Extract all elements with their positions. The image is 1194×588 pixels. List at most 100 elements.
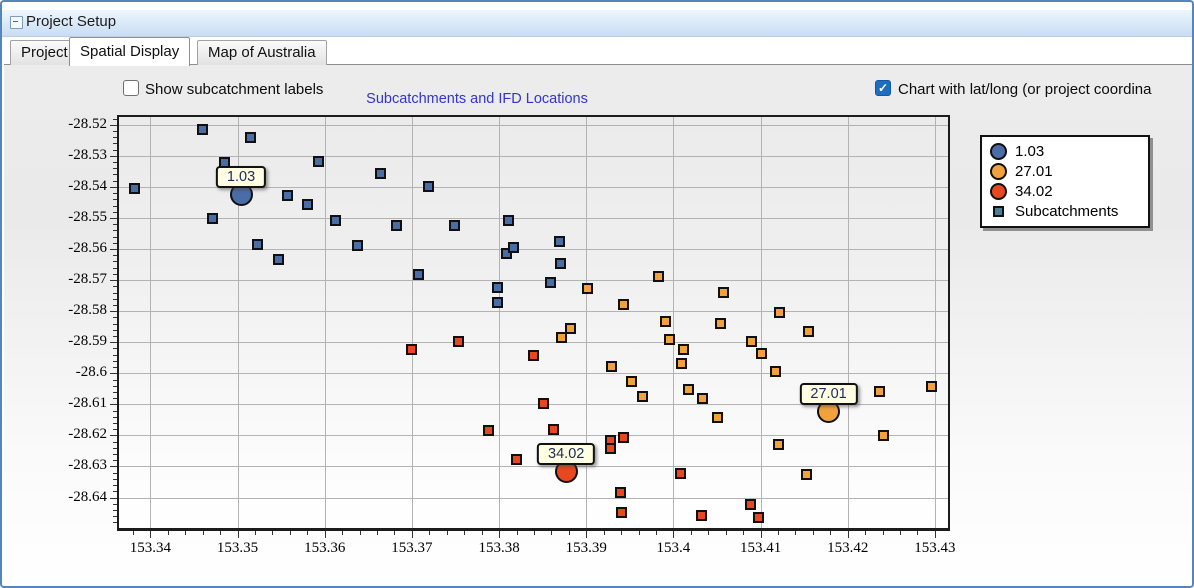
subcatchments-blue-marker[interactable] [129,182,141,194]
y-axis-tick [110,311,117,313]
subcatchments-orange-marker[interactable] [696,392,708,404]
subcatchments-blue-marker[interactable] [329,215,341,227]
subcatchments-orange-marker[interactable] [556,332,568,344]
subcatchments-orange-marker[interactable] [746,336,758,348]
subcatchments-blue-marker[interactable] [352,239,364,251]
subcatchments-orange-marker[interactable] [626,376,638,388]
subcatchments-blue-marker[interactable] [413,269,425,281]
subcatchments-blue-marker[interactable] [273,253,285,265]
grid-line-y [119,373,948,375]
legend-item-27.01[interactable]: 27.01 [990,161,1148,181]
subcatchments-red-marker[interactable] [538,397,550,409]
y-axis-tick [113,441,117,443]
y-axis-tick [113,149,117,151]
subcatchments-red-marker[interactable] [605,442,617,454]
grid-line-y [119,311,948,313]
x-axis-tick [812,531,814,535]
subcatchments-red-marker[interactable] [674,467,686,479]
subcatchments-orange-marker[interactable] [773,438,785,450]
legend-item-1.03[interactable]: 1.03 [990,141,1148,161]
subcatchments-orange-marker[interactable] [714,318,726,330]
subcatchments-orange-marker[interactable] [581,282,593,294]
subcatchments-orange-marker[interactable] [682,384,694,396]
subcatchments-blue-marker[interactable] [503,215,515,227]
subcatchments-orange-marker[interactable] [925,381,937,393]
subcatchments-blue-marker[interactable] [491,296,503,308]
tab-project[interactable]: Project [10,40,79,65]
legend-item-Subcatchments[interactable]: Subcatchments [990,201,1148,221]
subcatchments-orange-marker[interactable] [774,306,786,318]
subcatchments-orange-marker[interactable] [717,287,729,299]
subcatchments-orange-marker[interactable] [755,347,767,359]
subcatchments-blue-marker[interactable] [507,241,519,253]
subcatchments-blue-marker[interactable] [197,124,209,136]
subcatchments-red-marker[interactable] [745,498,757,510]
subcatchments-blue-marker[interactable] [313,155,325,167]
subcatchments-red-marker[interactable] [547,424,559,436]
subcatchments-red-marker[interactable] [483,425,495,437]
subcatchments-red-marker[interactable] [753,511,765,523]
subcatchments-orange-marker[interactable] [653,271,665,283]
subcatchments-orange-marker[interactable] [565,323,577,335]
y-axis-tick [113,410,117,412]
subcatchments-blue-marker[interactable] [206,213,218,225]
subcatchments-red-marker[interactable] [452,336,464,348]
chart-title: Subcatchments and IFD Locations [366,91,588,107]
y-tick-label: -28.59 [68,333,107,350]
subcatchments-red-marker[interactable] [511,453,522,465]
subcatchments-orange-marker[interactable] [606,360,618,372]
x-axis-tick [847,531,849,538]
show-subcatchment-labels-checkbox[interactable] [123,80,139,96]
subcatchments-blue-marker[interactable] [500,247,512,259]
subcatchments-orange-marker[interactable] [803,326,815,338]
subcatchments-blue-marker[interactable] [422,181,434,193]
subcatchments-orange-marker[interactable] [663,334,675,346]
x-tick-label: 153.39 [565,540,607,556]
subcatchments-orange-marker[interactable] [678,343,690,355]
subcatchments-red-marker[interactable] [695,509,707,521]
subcatchments-orange-marker[interactable] [801,469,813,481]
tab-map-of-australia[interactable]: Map of Australia [197,40,327,65]
subcatchments-red-marker[interactable] [615,506,627,518]
subcatchments-blue-marker[interactable] [553,236,565,248]
subcatchments-blue-marker[interactable] [491,282,503,294]
subcatchments-blue-marker[interactable] [544,277,556,289]
x-axis-tick [516,531,518,535]
subcatchments-orange-marker[interactable] [877,430,889,442]
legend-item-label: 34.02 [1015,182,1053,200]
y-axis-tick [113,242,117,244]
subcatchments-orange-marker[interactable] [712,411,724,423]
y-axis-tick [110,124,117,126]
x-axis-tick [481,531,483,535]
subcatchments-orange-marker[interactable] [675,357,687,369]
subcatchments-orange-marker[interactable] [618,298,630,310]
subcatchments-red-marker[interactable] [614,487,626,499]
subcatchments-orange-marker[interactable] [660,315,672,327]
subcatchments-blue-marker[interactable] [281,189,293,201]
subcatchments-red-marker[interactable] [618,432,630,444]
subcatchments-blue-marker[interactable] [390,220,402,232]
collapse-icon[interactable] [10,16,23,29]
latlong-checkbox[interactable]: ✓ [875,80,891,96]
subcatchments-red-marker[interactable] [528,349,540,361]
subcatchments-blue-marker[interactable] [252,238,264,250]
subcatchments-orange-marker[interactable] [637,391,649,403]
subcatchments-blue-marker[interactable] [375,168,386,180]
subcatchments-blue-marker[interactable] [554,258,566,270]
x-axis-tick [621,531,623,535]
legend-item-34.02[interactable]: 34.02 [990,181,1148,201]
x-axis-tick [725,531,727,535]
y-axis-tick [110,466,117,468]
subcatchments-red-marker[interactable] [406,343,418,355]
subcatchments-blue-marker[interactable] [301,198,313,210]
y-axis-tick [113,317,117,319]
subcatchments-blue-marker[interactable] [245,132,257,143]
tab-spatial-display[interactable]: Spatial Display [69,37,191,66]
grid-line-x [411,117,413,528]
subcatchments-blue-marker[interactable] [449,220,461,232]
subcatchments-orange-marker[interactable] [769,365,781,377]
subcatchments-orange-marker[interactable] [873,386,885,398]
y-axis-tick [113,230,117,232]
x-tick-label: 153.38 [478,540,520,556]
x-axis-tick [150,531,152,538]
